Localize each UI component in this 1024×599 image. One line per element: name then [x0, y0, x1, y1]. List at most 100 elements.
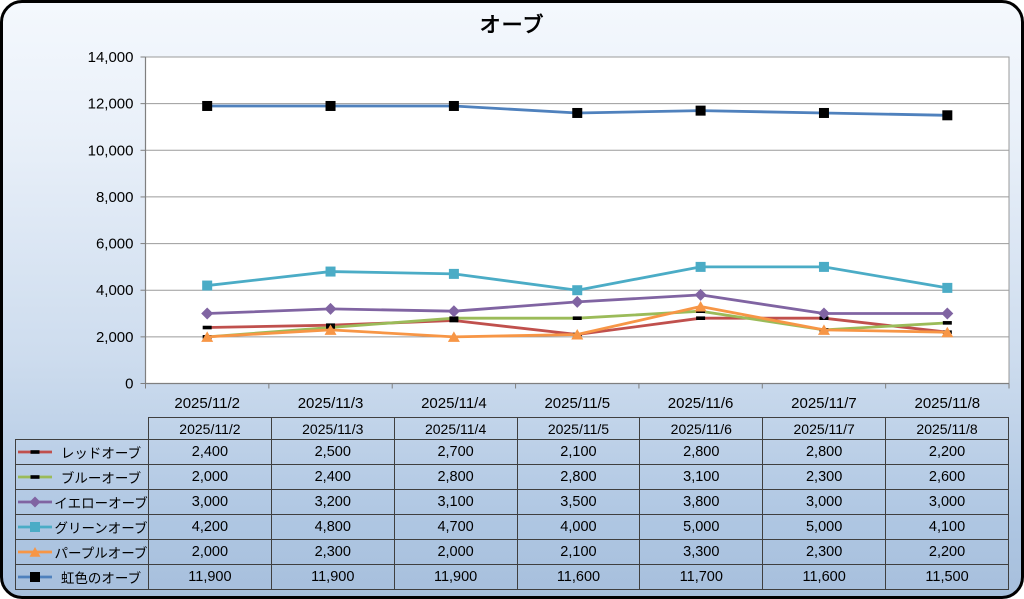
series-3-marker [202, 280, 213, 291]
table-value-cell: 2,400 [270, 464, 395, 490]
series-0-marker [696, 316, 706, 320]
series-4-marker [941, 326, 954, 338]
x-axis-label: 2025/11/8 [915, 395, 981, 412]
table-corner-blank [16, 418, 149, 440]
table-value-cell: 5,000 [762, 514, 887, 540]
table-date-header: 2025/11/4 [393, 417, 518, 440]
table-date-header: 2025/11/5 [516, 417, 641, 440]
series-3-marker [448, 268, 459, 279]
x-axis-label: 2025/11/7 [791, 395, 857, 412]
legend-key-square-icon [18, 522, 52, 532]
series-2-marker [571, 295, 584, 308]
table-value-cell: 4,200 [148, 514, 272, 540]
table-value-cell: 2,100 [516, 539, 641, 565]
table-value-cell: 11,900 [148, 564, 272, 590]
series-4-marker [694, 301, 707, 312]
table-row-4: パープルオーブ 2,000 2,300 2,000 2,100 3,300 2,300 2,2… [15, 539, 1009, 565]
table-value-cell: 3,800 [639, 489, 764, 515]
table-value-cell: 4,700 [393, 514, 518, 540]
series-5-marker [695, 105, 706, 116]
table-value-cell: 11,600 [762, 564, 887, 590]
table-value-cell: 3,100 [639, 464, 764, 490]
table-value-cell: 2,800 [639, 439, 764, 465]
table-value-cell: 2,300 [270, 539, 395, 565]
table-value-cell: 2,700 [393, 439, 518, 465]
legend-key-dash-icon [18, 475, 52, 479]
series-name-cell: レッドオーブ [15, 439, 149, 465]
series-1-marker [572, 316, 582, 320]
table-value-cell: 2,200 [885, 439, 1009, 465]
y-axis-label: 4,000 [96, 282, 134, 299]
series-1-marker [942, 321, 952, 325]
series-5-marker [202, 100, 213, 111]
series-name-cell: イエローオーブ [15, 489, 149, 515]
series-name-cell: グリーンオーブ [15, 514, 149, 540]
table-value-cell: 3,200 [270, 489, 395, 515]
series-3-marker [818, 261, 829, 272]
table-date-header: 2025/11/8 [885, 417, 1009, 440]
table-value-cell: 11,900 [393, 564, 518, 590]
series-0-marker [449, 318, 459, 323]
series-2-marker [324, 302, 337, 315]
series-0-marker [202, 325, 212, 330]
table-value-cell: 3,500 [516, 489, 641, 515]
series-name-label: 虹色のオーブ [60, 571, 142, 586]
series-4-marker [447, 331, 460, 342]
series-2-marker [694, 288, 707, 301]
table-date-header: 2025/11/2 [148, 417, 272, 440]
table-value-cell: 2,600 [885, 464, 1009, 490]
table-row-2: イエローオーブ 3,000 3,200 3,100 3,500 3,800 3,000 3,0… [15, 489, 1009, 515]
series-2-marker [817, 307, 830, 320]
series-5-marker [942, 110, 953, 121]
x-axis-label: 2025/11/6 [668, 395, 734, 412]
series-name-cell: ブルーオーブ [15, 464, 149, 490]
table-value-cell: 2,000 [148, 464, 272, 490]
table-value-cell: 2,400 [148, 439, 272, 465]
series-2-marker [201, 307, 214, 320]
series-name-label: グリーンオーブ [54, 521, 148, 536]
table-value-cell: 2,800 [516, 464, 641, 490]
table-value-cell: 2,200 [885, 539, 1009, 565]
line-chart-plot-area: 0 2,000 4,000 6,000 8,000 10,000 12,000 14,000 2… [88, 49, 1010, 412]
table-value-cell: 2,800 [393, 464, 518, 490]
table-value-cell: 11,600 [516, 564, 641, 590]
table-row-5: 虹色のオーブ 11,900 11,900 11,900 11,600 11,700 11,6… [15, 564, 1009, 590]
series-1-marker [449, 316, 459, 320]
table-value-cell: 2,000 [393, 539, 518, 565]
series-3-marker [942, 282, 953, 293]
series-4-marker [817, 324, 830, 335]
y-axis-label: 12,000 [88, 96, 134, 113]
series-name-cell: 虹色のオーブ [15, 564, 149, 590]
table-value-cell: 3,100 [393, 489, 518, 515]
series-name-label: レッドオーブ [60, 446, 142, 461]
legend-key-diamond-icon [18, 496, 52, 508]
series-5-marker [818, 107, 829, 118]
legend-key-dash-icon [18, 450, 52, 454]
table-value-cell: 3,000 [762, 489, 887, 515]
series-name-label: パープルオーブ [54, 546, 148, 561]
table-value-cell: 3,300 [639, 539, 764, 565]
table-value-cell: 4,000 [516, 514, 641, 540]
x-axis-label: 2025/11/3 [298, 395, 364, 412]
series-2-marker [941, 307, 954, 320]
series-name-cell: パープルオーブ [15, 539, 149, 565]
series-name-label: イエローオーブ [54, 496, 148, 511]
table-date-header: 2025/11/6 [639, 417, 764, 440]
series-4-marker [571, 329, 584, 340]
chart-title: オーブ [479, 14, 545, 37]
series-4-marker [201, 331, 214, 342]
table-value-cell: 2,000 [148, 539, 272, 565]
legend-key-square-icon [18, 572, 52, 582]
table-row-3: グリーンオーブ 4,200 4,800 4,700 4,000 5,000 5,000 4,1… [15, 514, 1009, 540]
series-2-marker [447, 305, 460, 318]
series-5-marker [448, 100, 459, 111]
table-value-cell: 2,300 [762, 539, 887, 565]
table-date-header: 2025/11/3 [270, 417, 395, 440]
x-axis-label: 2025/11/2 [174, 395, 240, 412]
table-value-cell: 5,000 [639, 514, 764, 540]
table-value-cell: 4,100 [885, 514, 1009, 540]
table-row-0: レッドオーブ 2,400 2,500 2,700 2,100 2,800 2,800 2,20… [15, 439, 1009, 465]
series-name-label: ブルーオーブ [60, 471, 142, 486]
legend-key-triangle-icon [18, 547, 52, 557]
series-3-marker [695, 261, 706, 272]
